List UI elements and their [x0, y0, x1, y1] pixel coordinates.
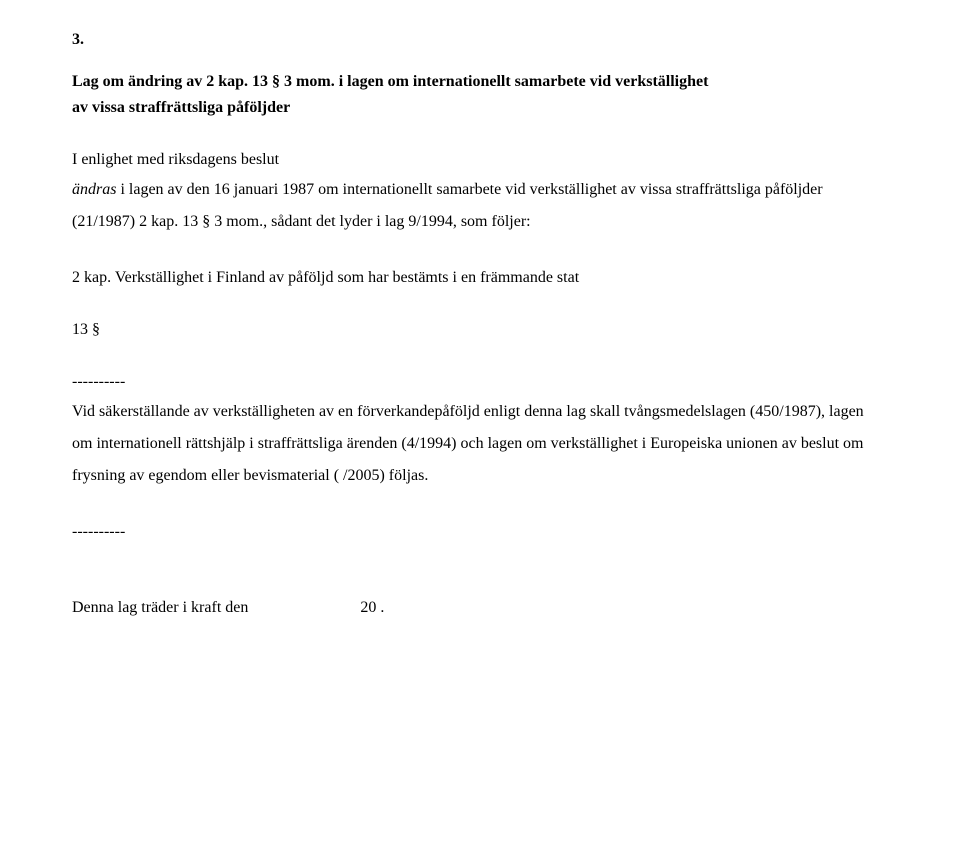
- amend-rest: i lagen av den 16 januari 1987 om intern…: [72, 181, 823, 230]
- enlighet-line: I enlighet med riksdagens beslut: [72, 148, 888, 172]
- effective-date-line: Denna lag träder i kraft den 20 .: [72, 596, 888, 620]
- body-paragraph: Vid säkerställande av verkställigheten a…: [72, 396, 888, 492]
- chapter-heading: 2 kap. Verkställighet i Finland av påföl…: [72, 266, 888, 290]
- effect-gap: [248, 599, 360, 616]
- document-page: 3. Lag om ändring av 2 kap. 13 § 3 mom. …: [0, 0, 960, 648]
- effect-suffix: 20 .: [360, 599, 384, 616]
- paragraph-heading: 13 §: [72, 318, 888, 342]
- dashes-top: ----------: [72, 370, 888, 394]
- law-title-line1: Lag om ändring av 2 kap. 13 § 3 mom. i l…: [72, 70, 888, 94]
- amend-italic-word: ändras: [72, 181, 116, 198]
- law-title-line2: av vissa straffrättsliga påföljder: [72, 96, 888, 120]
- section-number: 3.: [72, 28, 888, 52]
- effect-prefix: Denna lag träder i kraft den: [72, 599, 248, 616]
- dashes-bottom: ----------: [72, 520, 888, 544]
- amendment-paragraph: ändras i lagen av den 16 januari 1987 om…: [72, 174, 888, 238]
